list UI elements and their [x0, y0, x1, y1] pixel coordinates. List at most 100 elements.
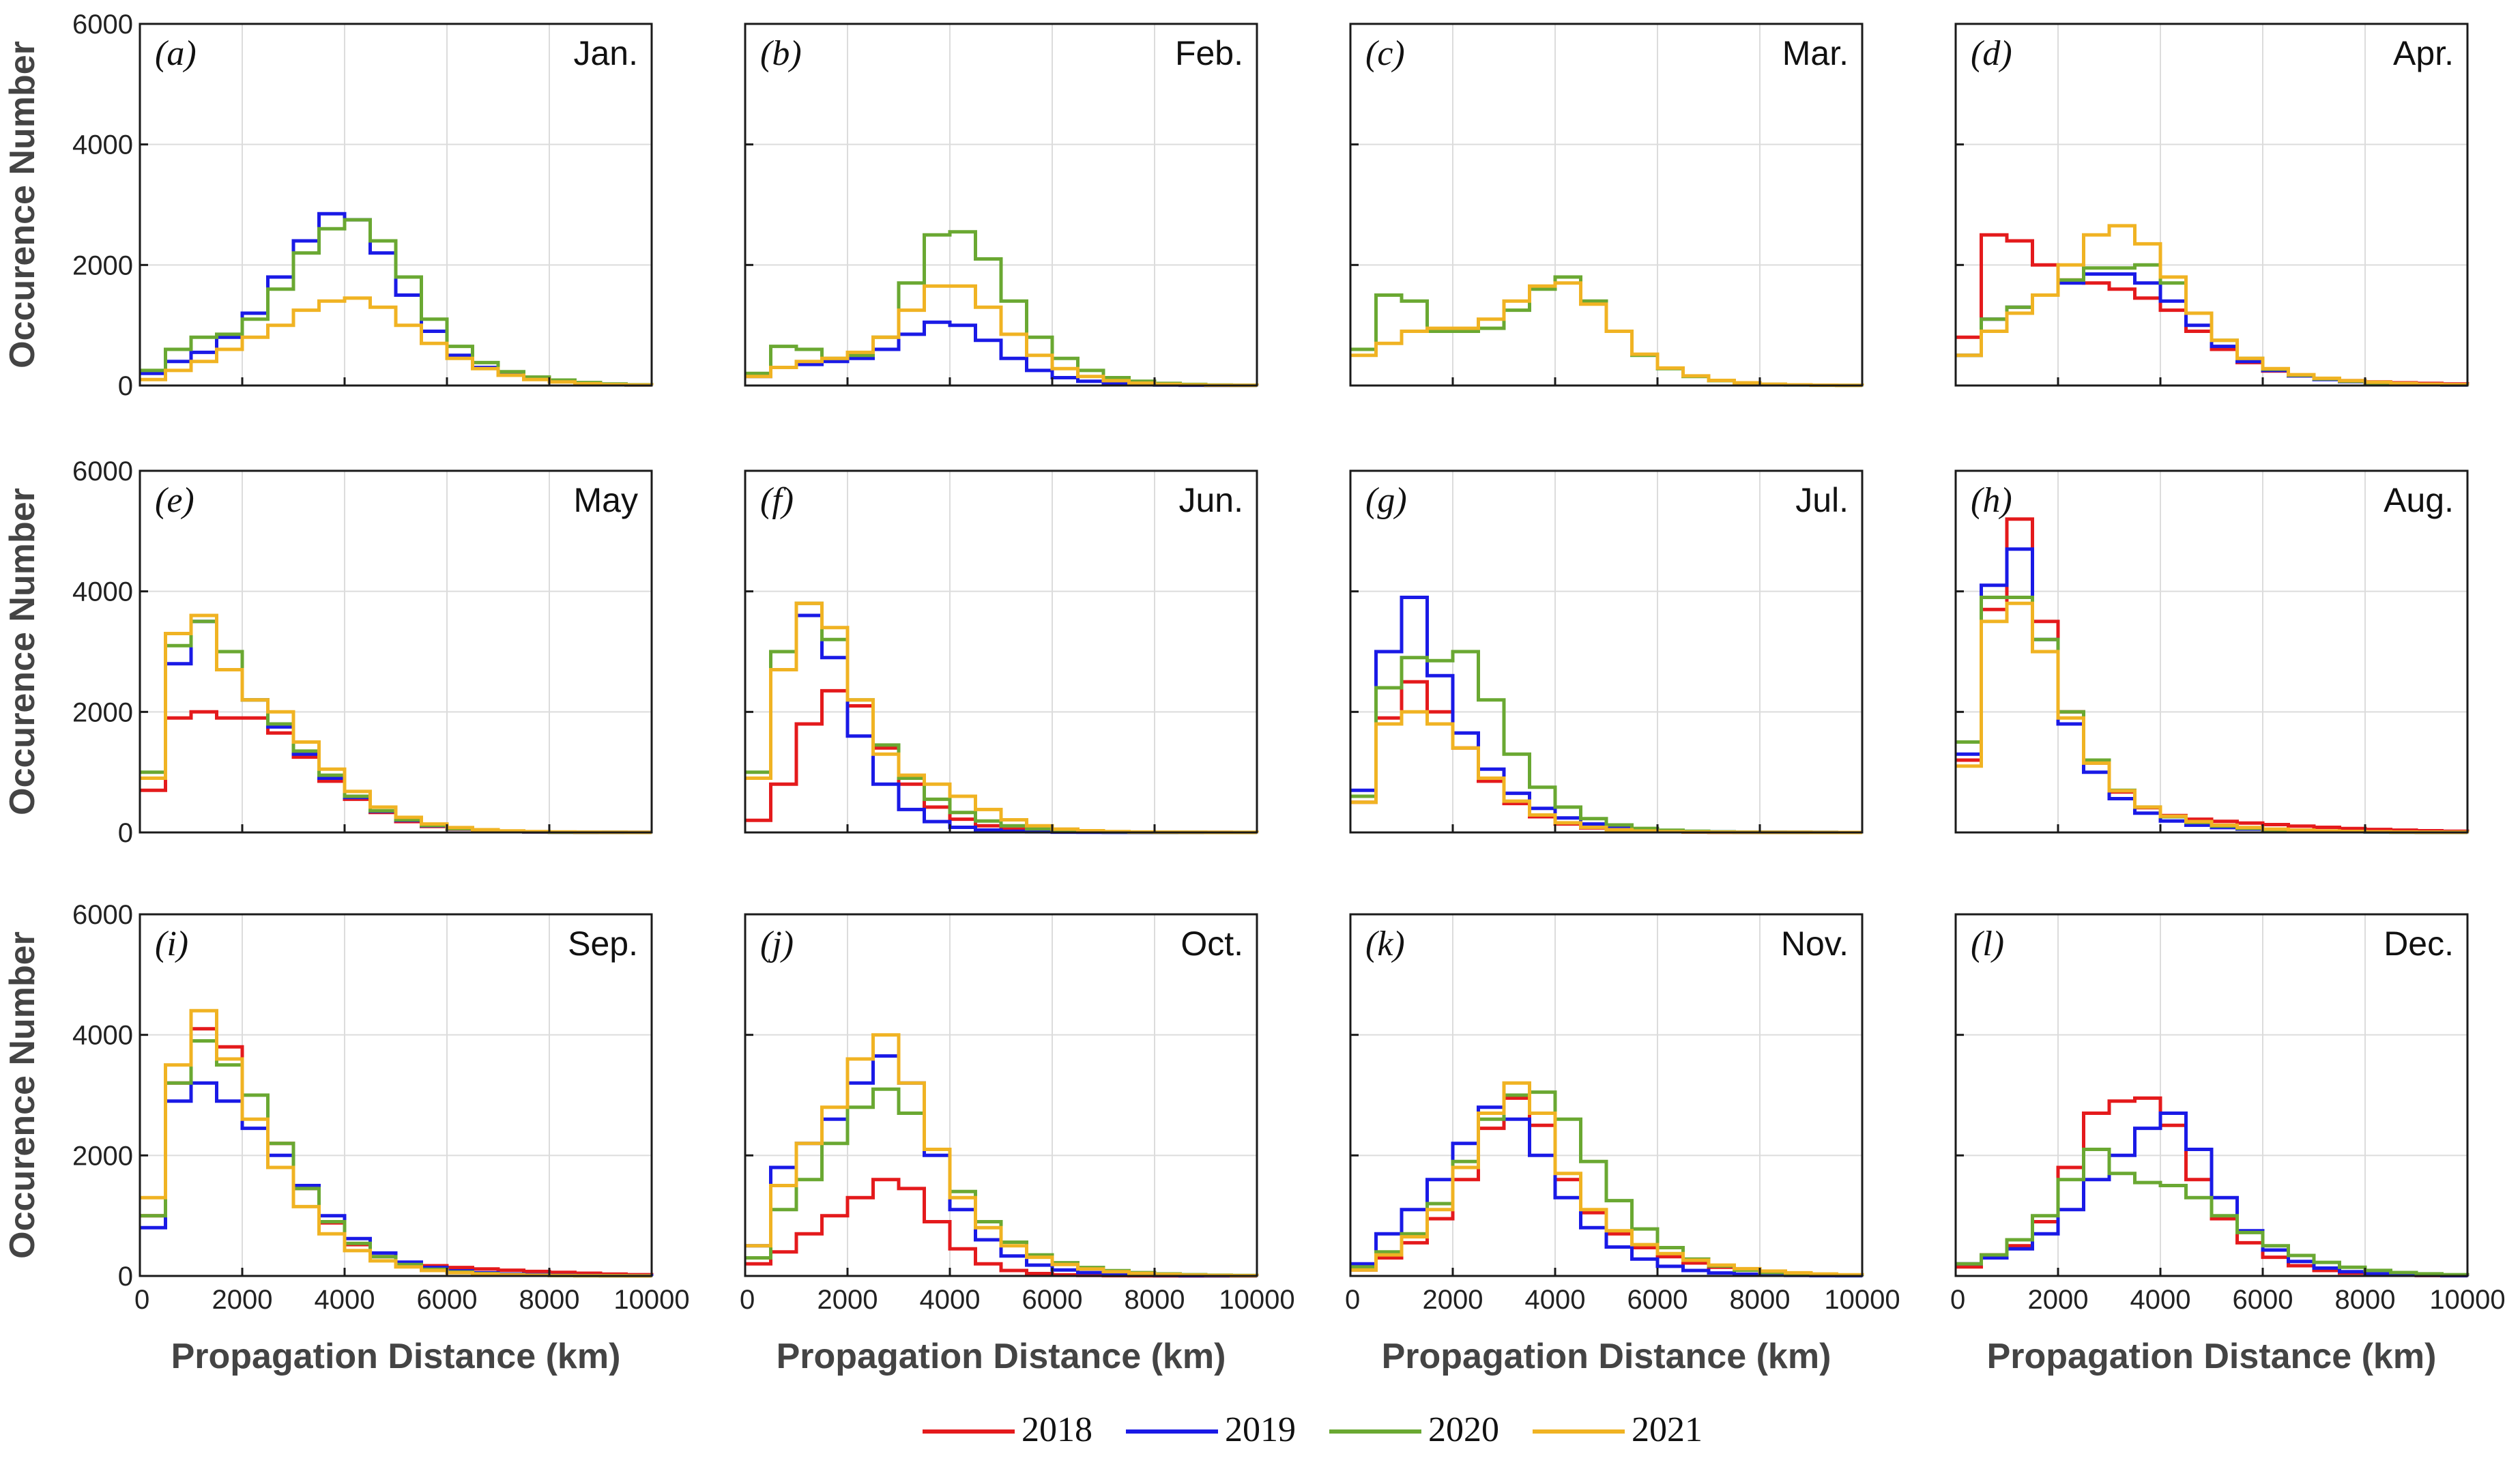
x-axis-title: Propagation Distance (km) — [171, 1337, 621, 1376]
legend-label-2018: 2018 — [1022, 1410, 1092, 1449]
plot-frame — [139, 469, 653, 834]
y-tick-label: 2000 — [72, 250, 133, 280]
x-tick-label: 2000 — [2028, 1285, 2089, 1315]
plot-frame — [1954, 23, 2469, 387]
plot-area — [1350, 471, 1862, 832]
panel-8: (h) Aug. — [1954, 469, 2470, 834]
panel-letter: (h) — [1971, 481, 2012, 520]
series-2021 — [1350, 1081, 1864, 1277]
y-tick-label: 2000 — [72, 1141, 133, 1171]
panel-letter: (c) — [1365, 34, 1405, 73]
month-label: Aug. — [2384, 481, 2454, 519]
x-axis-title: Propagation Distance (km) — [1382, 1337, 1831, 1376]
panel-5: 0 2000 4000 6000 (e) May Occurence Number — [3, 456, 653, 848]
y-tick-label: 0 — [118, 1262, 133, 1292]
panel-letter: (b) — [760, 34, 802, 73]
panel-letter: (g) — [1365, 481, 1407, 520]
x-tick-label: 2000 — [212, 1285, 273, 1315]
x-axis-title: Propagation Distance (km) — [777, 1337, 1226, 1376]
month-label: Oct. — [1181, 925, 1243, 963]
y-tick-label: 6000 — [72, 900, 133, 930]
panel-letter: (d) — [1971, 34, 2012, 73]
y-tick-label: 0 — [118, 371, 133, 401]
x-tick-label: 8000 — [519, 1285, 580, 1315]
series-2021 — [1956, 224, 2470, 387]
panel-11: 0 2000 4000 6000 8000 10000 (k) Nov. Propagation… — [1345, 913, 1900, 1376]
panel-6: (f) Jun. — [744, 469, 1259, 834]
panel-12: 0 2000 4000 6000 8000 10000 (l) Dec. Propagation… — [1950, 913, 2506, 1376]
month-label: Jan. — [573, 34, 638, 72]
series-2020 — [1956, 1148, 2470, 1277]
x-tick-label: 10000 — [1219, 1285, 1294, 1315]
y-axis-title: Occurence Number — [3, 931, 42, 1259]
plot-frame — [139, 23, 653, 387]
x-tick-label: 0 — [1345, 1285, 1360, 1315]
panel-1: 0 2000 4000 6000 (a) Jan. Occurence Number — [3, 10, 654, 401]
x-tick-label: 2000 — [817, 1285, 878, 1315]
plot-frame — [744, 913, 1258, 1277]
plot-frame — [1954, 913, 2469, 1277]
series-2021 — [140, 296, 654, 387]
plot-frame — [744, 469, 1258, 834]
panel-letter: (i) — [155, 925, 188, 963]
x-tick-label: 10000 — [1824, 1285, 1900, 1315]
panel-4: (d) Apr. — [1954, 23, 2470, 387]
month-label: Jun. — [1178, 481, 1243, 519]
x-tick-label: 2000 — [1423, 1285, 1483, 1315]
month-label: May — [574, 481, 638, 519]
y-axis-title: Occurence Number — [3, 488, 42, 815]
x-tick-label: 10000 — [613, 1285, 689, 1315]
plot-frame — [1349, 469, 1864, 834]
panel-9: 0 2000 4000 6000 8000 10000 0 2000 4000 6000 (i) Se… — [3, 900, 690, 1376]
x-tick-label: 10000 — [2429, 1285, 2505, 1315]
month-label: Sep. — [568, 925, 638, 963]
month-label: Feb. — [1175, 34, 1243, 72]
y-tick-label: 6000 — [72, 456, 133, 486]
plot-frame — [1349, 23, 1864, 387]
x-tick-label: 4000 — [1525, 1285, 1586, 1315]
x-tick-label: 6000 — [2233, 1285, 2293, 1315]
x-tick-label: 8000 — [1125, 1285, 1185, 1315]
legend: 2018 2019 2020 2021 — [923, 1410, 1703, 1449]
x-tick-label: 0 — [740, 1285, 755, 1315]
plot-area — [745, 471, 1257, 832]
x-tick-label: 6000 — [1022, 1285, 1083, 1315]
x-tick-label: 8000 — [1730, 1285, 1791, 1315]
y-tick-label: 4000 — [72, 1021, 133, 1051]
y-tick-label: 4000 — [72, 577, 133, 607]
panel-10: 0 2000 4000 6000 8000 10000 (j) Oct. Propagation… — [740, 913, 1295, 1376]
y-tick-label: 6000 — [72, 10, 133, 40]
panel-letter: (j) — [760, 925, 794, 963]
legend-label-2019: 2019 — [1225, 1410, 1296, 1449]
panel-letter: (k) — [1365, 925, 1405, 963]
plot-frame — [1349, 913, 1864, 1277]
series-2021 — [745, 1033, 1259, 1278]
plot-frame — [1954, 469, 2469, 834]
x-tick-label: 0 — [134, 1285, 149, 1315]
y-tick-label: 4000 — [72, 130, 133, 160]
x-tick-label: 4000 — [920, 1285, 981, 1315]
plot-frame — [744, 23, 1258, 387]
x-tick-label: 6000 — [1627, 1285, 1688, 1315]
month-label: Apr. — [2393, 34, 2454, 72]
x-tick-label: 4000 — [2130, 1285, 2191, 1315]
plot-area — [140, 914, 652, 1276]
y-axis-title: Occurence Number — [3, 41, 42, 368]
panel-3: (c) Mar. — [1349, 23, 1864, 388]
month-label: Nov. — [1781, 925, 1849, 963]
panel-grid: 0 2000 4000 6000 (a) Jan. Occurence Number (b) F… — [3, 10, 2506, 1376]
month-label: Mar. — [1782, 34, 1849, 72]
plot-area — [140, 24, 652, 386]
panel-2: (b) Feb. — [744, 23, 1259, 388]
x-tick-label: 0 — [1950, 1285, 1965, 1315]
legend-label-2020: 2020 — [1428, 1410, 1499, 1449]
y-tick-label: 2000 — [72, 697, 133, 727]
y-tick-label: 0 — [118, 818, 133, 848]
x-tick-label: 4000 — [315, 1285, 375, 1315]
panel-letter: (e) — [155, 481, 194, 520]
panel-letter: (l) — [1971, 925, 2004, 963]
x-tick-label: 8000 — [2335, 1285, 2396, 1315]
month-label: Dec. — [2384, 925, 2454, 963]
legend-label-2021: 2021 — [1632, 1410, 1703, 1449]
